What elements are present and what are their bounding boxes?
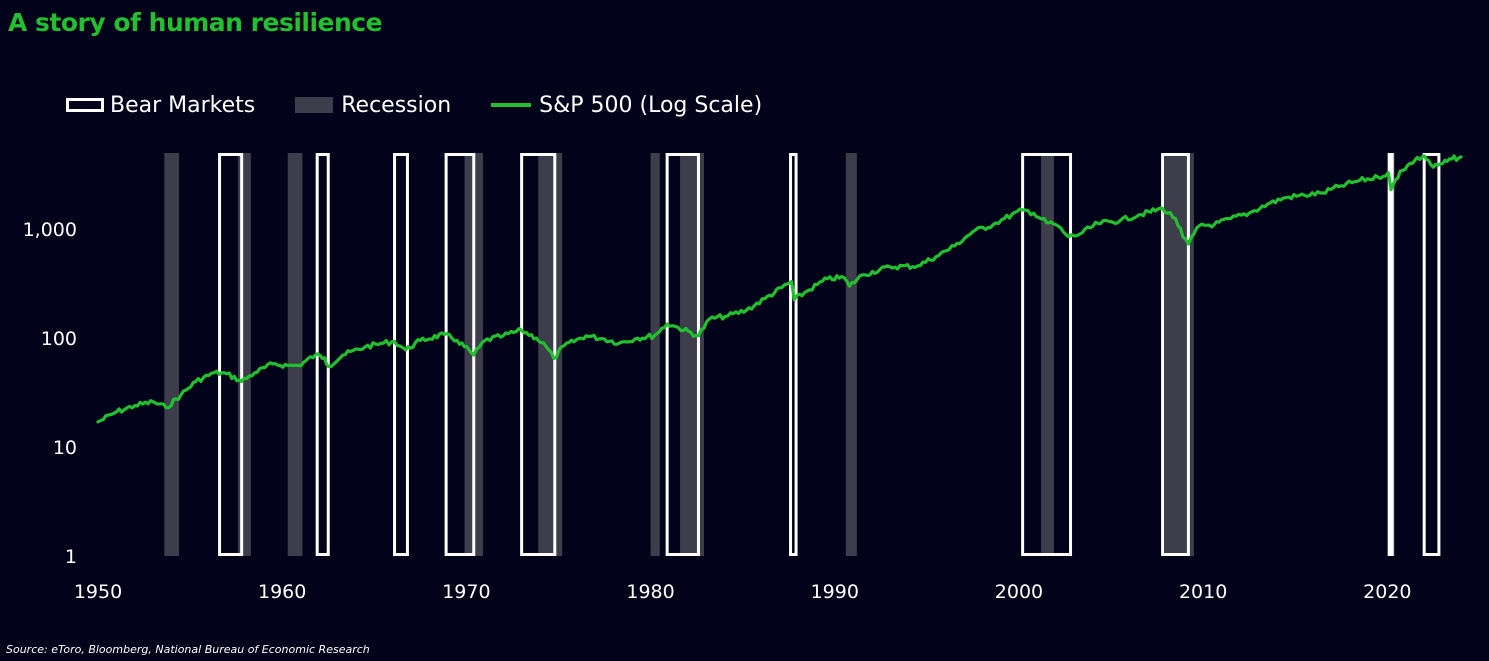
y-tick-label: 1 [65,546,77,568]
recession-band-2 [287,153,303,556]
recession-band-0 [164,153,180,556]
sp500-line-swatch [491,103,532,107]
x-tick-label: 2010 [1179,581,1227,603]
source-note: Source: eToro, Bloomberg, National Burea… [6,643,370,656]
recession-band-5 [650,153,660,556]
recession-band-7 [845,153,857,556]
legend: Bear Markets Recession S&P 500 (Log Scal… [66,88,802,122]
legend-item-sp500: S&P 500 (Log Scale) [491,93,762,118]
bear-market-box-4 [520,153,557,556]
x-tick-label: 2020 [1363,581,1411,603]
x-tick-label: 1970 [442,581,490,603]
recession-band-6 [680,153,704,556]
sp500-series [96,154,1463,424]
recession-band-8 [1041,153,1054,556]
sp500-line [96,154,1463,424]
bear-market-boxes [218,153,1441,556]
recession-swatch [295,97,334,113]
legend-item-recession: Recession [295,93,451,118]
x-tick-label: 1960 [258,581,306,603]
bear-market-box-9 [1387,153,1394,556]
bear-market-box-5 [665,153,700,556]
x-tick-label: 2000 [995,581,1043,603]
y-tick-label: 1,000 [23,219,77,241]
chart-title: A story of human resilience [8,8,383,37]
y-tick-label: 100 [41,328,77,350]
bear-market-box-10 [1422,153,1441,556]
legend-item-bear-markets: Bear Markets [66,93,255,118]
bear-market-box-2 [393,153,409,556]
x-tick-label: 1990 [811,581,859,603]
bear-market-box-6 [789,153,798,556]
bear-market-swatch [66,98,104,112]
recession-band-1 [237,153,251,556]
bear-market-box-7 [1021,153,1073,556]
x-tick-label: 1980 [626,581,674,603]
recession-bands [164,153,1395,556]
y-axis: 1 10 100 1,000 [23,219,77,568]
y-tick-label: 10 [53,437,77,459]
bear-market-box-0 [218,153,244,556]
bear-market-box-8 [1161,153,1190,556]
x-tick-label: 1950 [74,581,122,603]
legend-label-bear-markets: Bear Markets [110,92,256,118]
legend-label-recession: Recession [341,92,452,118]
x-axis: 1950 1960 1970 1980 1990 2000 2010 2020 [74,581,1412,603]
legend-label-sp500: S&P 500 (Log Scale) [539,92,763,118]
